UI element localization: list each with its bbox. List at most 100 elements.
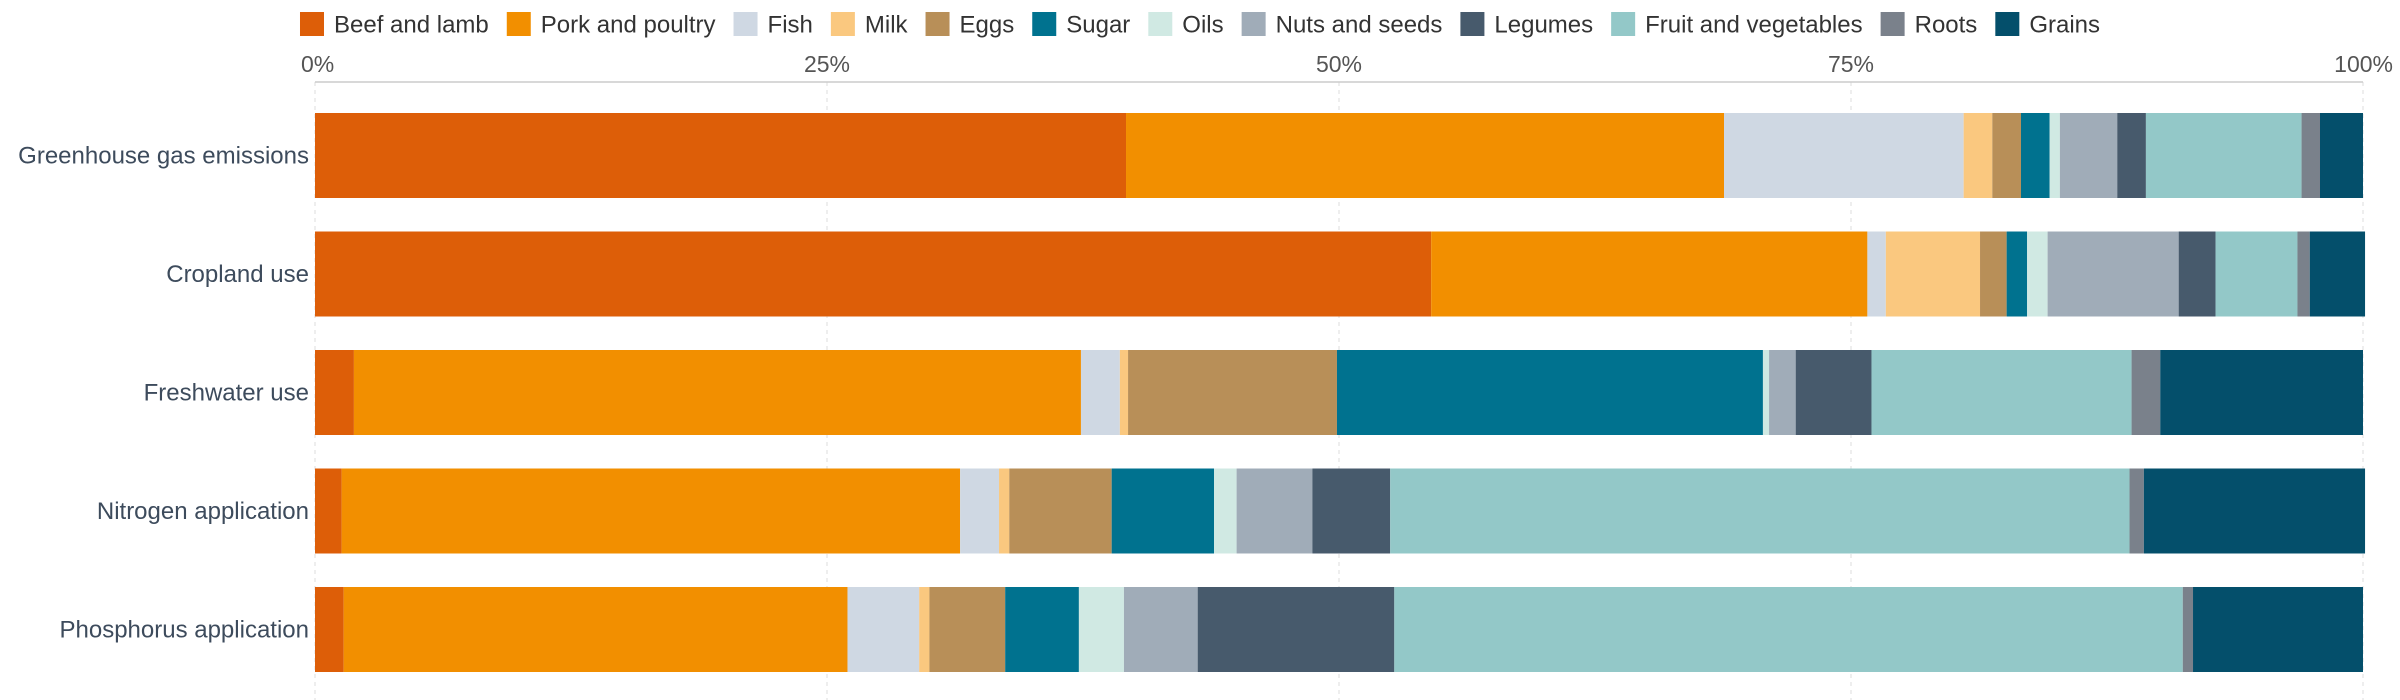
bar-segment-oils-greenhouse-gas-emissions[interactable] [2049, 113, 2060, 198]
bar-segment-nuts-and-seeds-phosphorus-application[interactable] [1123, 587, 1198, 672]
bar-segment-grains-freshwater-use[interactable] [2160, 350, 2363, 435]
legend-label-pork-and-poultry: Pork and poultry [541, 12, 716, 39]
bar-segment-legumes-phosphorus-application[interactable] [1197, 587, 1395, 672]
bar-segment-beef-and-lamb-phosphorus-application[interactable] [315, 587, 344, 672]
bar-segment-legumes-nitrogen-application[interactable] [1312, 468, 1391, 554]
bar-segment-fruit-and-vegetables-freshwater-use[interactable] [1871, 350, 2132, 435]
legend-label-legumes: Legumes [1494, 12, 1593, 39]
legend-label-roots: Roots [1915, 12, 1978, 39]
bar-segment-sugar-cropland-use[interactable] [2006, 231, 2028, 317]
bar-segment-beef-and-lamb-freshwater-use[interactable] [315, 350, 354, 435]
legend-label-nuts-and-seeds: Nuts and seeds [1276, 12, 1443, 39]
bar-segment-grains-phosphorus-application[interactable] [2193, 587, 2363, 672]
bar-row-cropland-use [315, 231, 2366, 317]
legend: Beef and lamb Pork and poultry Fish Milk Egg… [299, 12, 2100, 39]
legend-item-legumes[interactable]: Legumes [1460, 12, 1593, 39]
bar-segment-nuts-and-seeds-nitrogen-application[interactable] [1236, 468, 1313, 554]
bar-segment-milk-cropland-use[interactable] [1885, 231, 1981, 317]
x-tick-label: 0% [301, 51, 334, 77]
bar-segment-legumes-freshwater-use[interactable] [1795, 350, 1872, 435]
bar-segment-sugar-greenhouse-gas-emissions[interactable] [2020, 113, 2050, 198]
bar-segment-milk-greenhouse-gas-emissions[interactable] [1963, 113, 1993, 198]
legend-item-fruit-and-vegetables[interactable]: Fruit and vegetables [1611, 12, 1863, 39]
legend-item-fish[interactable]: Fish [733, 12, 813, 39]
legend-swatch-milk [830, 12, 855, 36]
bar-segment-sugar-phosphorus-application[interactable] [1005, 587, 1079, 672]
legend-item-oils[interactable]: Oils [1148, 12, 1224, 39]
legend-item-roots[interactable]: Roots [1880, 12, 1978, 39]
bar-segment-roots-greenhouse-gas-emissions[interactable] [2301, 113, 2320, 198]
bar-row-greenhouse-gas-emissions [315, 113, 2363, 198]
legend-swatch-roots [1880, 12, 1905, 36]
category-label-nitrogen-application: Nitrogen application [97, 498, 309, 525]
legend-item-beef-and-lamb[interactable]: Beef and lamb [299, 12, 489, 39]
bar-segment-fruit-and-vegetables-nitrogen-application[interactable] [1390, 468, 2130, 554]
bar-segment-fish-nitrogen-application[interactable] [960, 468, 1000, 554]
bar-segment-grains-greenhouse-gas-emissions[interactable] [2319, 113, 2363, 198]
category-labels: Greenhouse gas emissions Cropland use Fres… [18, 143, 309, 644]
bar-segment-fruit-and-vegetables-phosphorus-application[interactable] [1394, 587, 2183, 672]
bar-segment-grains-cropland-use[interactable] [2309, 231, 2366, 317]
bar-segment-roots-nitrogen-application[interactable] [2129, 468, 2144, 554]
bar-segment-milk-phosphorus-application[interactable] [919, 587, 930, 672]
legend-label-sugar: Sugar [1066, 12, 1130, 39]
bar-segment-beef-and-lamb-nitrogen-application[interactable] [315, 468, 342, 554]
bar-segment-nuts-and-seeds-cropland-use[interactable] [2047, 231, 2179, 317]
legend-item-nuts-and-seeds[interactable]: Nuts and seeds [1241, 12, 1443, 39]
legend-item-milk[interactable]: Milk [830, 12, 909, 39]
legend-swatch-fruit-and-vegetables [1611, 12, 1636, 36]
bar-segment-oils-nitrogen-application[interactable] [1214, 468, 1237, 554]
legend-label-fruit-and-vegetables: Fruit and vegetables [1645, 12, 1862, 39]
x-tick-label: 75% [1828, 51, 1874, 77]
bar-segment-milk-freshwater-use[interactable] [1119, 350, 1129, 435]
bars [315, 113, 2366, 672]
legend-label-oils: Oils [1182, 12, 1223, 39]
bar-segment-eggs-greenhouse-gas-emissions[interactable] [1992, 113, 2021, 198]
bar-segment-eggs-nitrogen-application[interactable] [1009, 468, 1112, 554]
bar-segment-nuts-and-seeds-greenhouse-gas-emissions[interactable] [2059, 113, 2118, 198]
bar-segment-oils-phosphorus-application[interactable] [1078, 587, 1124, 672]
bar-segment-oils-freshwater-use[interactable] [1762, 350, 1770, 435]
bar-segment-fish-cropland-use[interactable] [1867, 231, 1886, 317]
legend-swatch-nuts-and-seeds [1241, 12, 1266, 36]
bar-segment-beef-and-lamb-cropland-use[interactable] [315, 231, 1432, 317]
bar-segment-roots-freshwater-use[interactable] [2131, 350, 2161, 435]
bar-row-freshwater-use [315, 350, 2363, 435]
legend-item-pork-and-poultry[interactable]: Pork and poultry [506, 12, 716, 39]
bar-segment-milk-nitrogen-application[interactable] [999, 468, 1010, 554]
legend-item-eggs[interactable]: Eggs [925, 12, 1015, 39]
legend-swatch-fish [733, 12, 758, 36]
bar-segment-fruit-and-vegetables-greenhouse-gas-emissions[interactable] [2145, 113, 2302, 198]
legend-label-eggs: Eggs [960, 12, 1015, 39]
bar-segment-pork-and-poultry-phosphorus-application[interactable] [343, 587, 848, 672]
bar-segment-pork-and-poultry-nitrogen-application[interactable] [341, 468, 961, 554]
bar-segment-fruit-and-vegetables-cropland-use[interactable] [2215, 231, 2298, 317]
bar-segment-legumes-greenhouse-gas-emissions[interactable] [2117, 113, 2146, 198]
bar-segment-eggs-phosphorus-application[interactable] [929, 587, 1006, 672]
bar-segment-grains-nitrogen-application[interactable] [2143, 468, 2366, 554]
legend-item-sugar[interactable]: Sugar [1032, 12, 1130, 39]
bar-segment-fish-phosphorus-application[interactable] [847, 587, 920, 672]
bar-segment-roots-phosphorus-application[interactable] [2182, 587, 2194, 672]
bar-segment-beef-and-lamb-greenhouse-gas-emissions[interactable] [315, 113, 1127, 198]
bar-segment-pork-and-poultry-cropland-use[interactable] [1431, 231, 1868, 317]
legend-label-milk: Milk [865, 12, 909, 39]
bar-segment-fish-greenhouse-gas-emissions[interactable] [1724, 113, 1964, 198]
bar-segment-legumes-cropland-use[interactable] [2178, 231, 2216, 317]
legend-label-grains: Grains [2029, 12, 2100, 39]
bar-segment-nuts-and-seeds-freshwater-use[interactable] [1769, 350, 1796, 435]
bar-segment-fish-freshwater-use[interactable] [1080, 350, 1120, 435]
bar-segment-pork-and-poultry-greenhouse-gas-emissions[interactable] [1126, 113, 1725, 198]
bar-segment-sugar-nitrogen-application[interactable] [1111, 468, 1215, 554]
bar-segment-roots-cropland-use[interactable] [2297, 231, 2310, 317]
category-label-freshwater-use: Freshwater use [144, 380, 309, 407]
bar-segment-eggs-freshwater-use[interactable] [1128, 350, 1337, 435]
legend-label-beef-and-lamb: Beef and lamb [334, 12, 489, 39]
bar-segment-pork-and-poultry-freshwater-use[interactable] [353, 350, 1081, 435]
bar-segment-oils-cropland-use[interactable] [2027, 231, 2048, 317]
legend-item-grains[interactable]: Grains [1995, 12, 2100, 39]
bar-segment-eggs-cropland-use[interactable] [1980, 231, 2007, 317]
bar-row-phosphorus-application [315, 587, 2363, 672]
bar-segment-sugar-freshwater-use[interactable] [1336, 350, 1763, 435]
